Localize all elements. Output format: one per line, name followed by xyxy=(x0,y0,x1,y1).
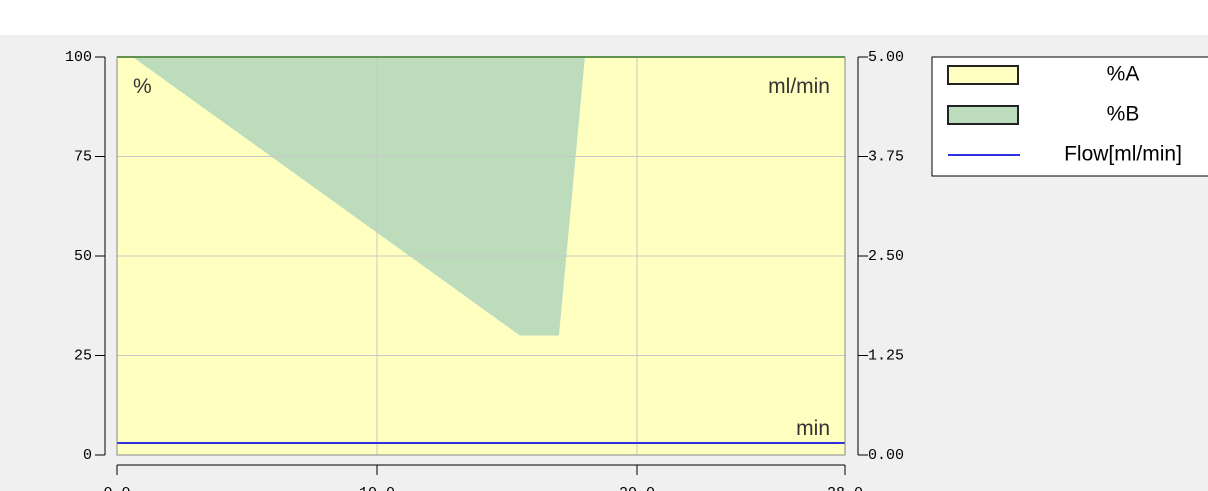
x-tick-label: 28.0 xyxy=(827,485,863,491)
legend-swatch xyxy=(947,65,1019,85)
legend-swatch xyxy=(947,105,1019,125)
legend: %A %B Flow[ml/min] xyxy=(931,56,1208,177)
legend-label: Flow[ml/min] xyxy=(1064,143,1182,166)
y2-tick-label: 2.50 xyxy=(868,248,904,265)
left-unit: % xyxy=(133,75,152,98)
legend-label: %B xyxy=(1107,103,1140,126)
y2-tick-label: 3.75 xyxy=(868,148,904,165)
plot xyxy=(116,56,846,456)
x-unit: min xyxy=(796,417,830,440)
legend-label: %A xyxy=(1107,63,1140,86)
x-tick-label: 0.0 xyxy=(103,485,130,491)
y-tick-label: 100 xyxy=(65,49,92,66)
x-tick-label: 10.0 xyxy=(359,485,395,491)
plot-border xyxy=(116,56,846,456)
y-tick-label: 0 xyxy=(83,447,92,464)
y-tick-label: 50 xyxy=(74,248,92,265)
x-tick-label: 20.0 xyxy=(619,485,655,491)
y-tick-label: 75 xyxy=(74,148,92,165)
y-tick-label: 25 xyxy=(74,347,92,364)
right-unit: ml/min xyxy=(768,75,830,98)
area xyxy=(117,57,845,336)
y2-tick-label: 5.00 xyxy=(868,49,904,66)
y2-tick-label: 0.00 xyxy=(868,447,904,464)
y2-tick-label: 1.25 xyxy=(868,347,904,364)
